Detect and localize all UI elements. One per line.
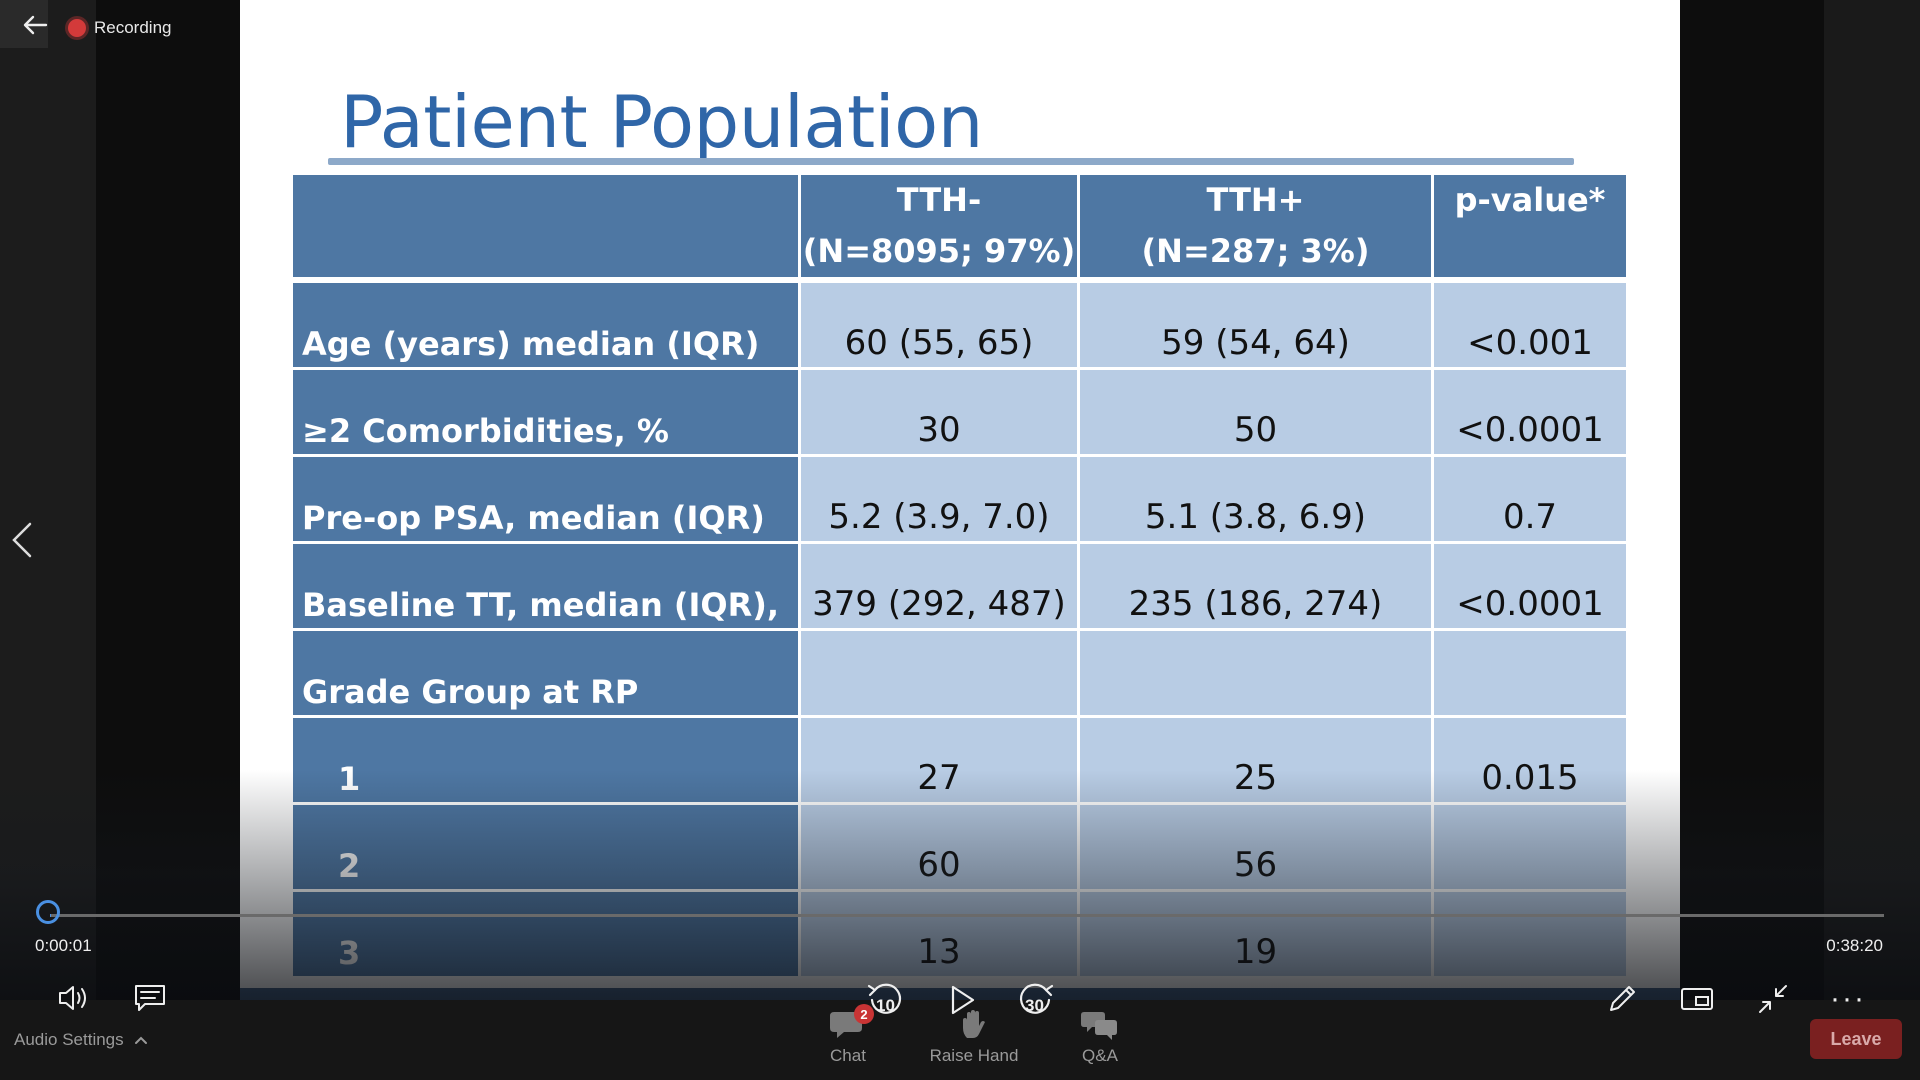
more-options-icon: ···	[1830, 982, 1866, 1015]
qa-label: Q&A	[1082, 1046, 1118, 1065]
row-label: 3	[293, 892, 801, 979]
chat-label: Chat	[830, 1046, 866, 1065]
header-cell-p-value: p-value*	[1434, 175, 1626, 283]
back-arrow-icon[interactable]	[18, 8, 52, 42]
cell-tth-plus: 50	[1080, 370, 1434, 457]
table-row: Baseline TT, median (IQR), 379 (292, 487…	[293, 544, 1626, 631]
slide-title: Patient Population	[340, 80, 983, 164]
qa-icon	[1081, 1012, 1117, 1040]
play-icon	[951, 985, 975, 1015]
cell-tth-plus: 235 (186, 274)	[1080, 544, 1434, 631]
cell-tth-minus: 30	[801, 370, 1080, 457]
cell-p-value: <0.0001	[1434, 544, 1626, 631]
total-time: 0:38:20	[1826, 936, 1883, 955]
chat-icon	[830, 1012, 862, 1038]
cell-tth-minus: 60	[801, 805, 1080, 892]
pencil-icon	[1610, 986, 1635, 1011]
row-label: 2	[293, 805, 801, 892]
raise-hand-icon	[963, 1010, 985, 1038]
volume-button[interactable]	[55, 978, 95, 1018]
cell-p-value: <0.001	[1434, 283, 1626, 370]
cell-tth-plus: 25	[1080, 718, 1434, 805]
current-time: 0:00:01	[35, 936, 92, 955]
cell-p-value: 0.7	[1434, 457, 1626, 544]
cell-tth-minus: 13	[801, 892, 1080, 979]
forward-button[interactable]: 30	[1013, 978, 1057, 1022]
header-line: TTH+	[1206, 181, 1305, 219]
table-row: 3 13 19	[293, 892, 1626, 979]
cell-tth-plus: 59 (54, 64)	[1080, 283, 1434, 370]
presentation-slide: Patient Population TTH- (N=8095; 97%) TT…	[240, 0, 1680, 1000]
patient-population-table: TTH- (N=8095; 97%) TTH+ (N=287; 3%) p-va…	[293, 175, 1626, 979]
header-cell-empty	[293, 175, 801, 283]
play-button[interactable]	[944, 980, 980, 1020]
cell-tth-minus: 27	[801, 718, 1080, 805]
cell-tth-plus	[1080, 631, 1434, 718]
chat-unread-badge: 2	[854, 1004, 874, 1024]
rewind-seconds: 10	[876, 996, 895, 1015]
speaker-icon	[59, 986, 86, 1010]
captions-icon	[135, 985, 165, 1011]
raise-hand-button[interactable]: Raise Hand	[924, 1008, 1024, 1066]
collapse-arrows-icon	[1759, 985, 1787, 1013]
header-cell-tth-plus: TTH+ (N=287; 3%)	[1080, 175, 1434, 283]
cell-tth-minus: 60 (55, 65)	[801, 283, 1080, 370]
right-strip	[1824, 0, 1920, 1080]
forward-seconds: 30	[1025, 996, 1044, 1015]
title-underline	[328, 158, 1574, 165]
rewind-icon	[867, 983, 902, 1014]
row-label: ≥2 Comorbidities, %	[293, 370, 801, 457]
recording-label: Recording	[94, 18, 172, 37]
progress-handle[interactable]	[36, 900, 60, 924]
table-header-row: TTH- (N=8095; 97%) TTH+ (N=287; 3%) p-va…	[293, 175, 1626, 283]
header-line: p-value*	[1454, 181, 1606, 219]
table-row: Grade Group at RP	[293, 631, 1626, 718]
row-label: Pre-op PSA, median (IQR)	[293, 457, 801, 544]
more-options-button[interactable]: ···	[1828, 982, 1868, 1015]
raise-hand-label: Raise Hand	[929, 1046, 1019, 1065]
table-row: Age (years) median (IQR) 60 (55, 65) 59 …	[293, 283, 1626, 370]
previous-chevron-icon[interactable]	[8, 520, 36, 560]
cell-tth-minus: 5.2 (3.9, 7.0)	[801, 457, 1080, 544]
exit-fullscreen-button[interactable]	[1754, 980, 1792, 1018]
annotate-button[interactable]	[1603, 980, 1641, 1018]
bottom-panel	[0, 1000, 1920, 1080]
row-label: Age (years) median (IQR)	[293, 283, 801, 370]
header-line: (N=8095; 97%)	[802, 232, 1076, 270]
cell-tth-plus: 5.1 (3.8, 6.9)	[1080, 457, 1434, 544]
qa-button[interactable]: Q&A	[1050, 1008, 1150, 1066]
picture-in-picture-button[interactable]	[1677, 980, 1717, 1018]
recording-dot-icon	[68, 19, 86, 37]
cell-p-value	[1434, 805, 1626, 892]
chat-button[interactable]: 2 Chat	[798, 1004, 898, 1066]
leave-button[interactable]: Leave	[1810, 1019, 1902, 1059]
table-row: 2 60 56	[293, 805, 1626, 892]
table-row: 1 27 25 0.015	[293, 718, 1626, 805]
chevron-up-icon	[134, 1036, 147, 1044]
cell-tth-plus: 56	[1080, 805, 1434, 892]
picture-in-picture-icon	[1681, 988, 1713, 1010]
row-label: Baseline TT, median (IQR),	[293, 544, 801, 631]
header-line: (N=287; 3%)	[1141, 232, 1370, 270]
cell-tth-plus: 19	[1080, 892, 1434, 979]
audio-settings-button[interactable]: Audio Settings	[14, 1030, 148, 1050]
header-line: TTH-	[896, 181, 982, 219]
row-label: 1	[293, 718, 801, 805]
cell-p-value	[1434, 631, 1626, 718]
header-cell-tth-minus: TTH- (N=8095; 97%)	[801, 175, 1080, 283]
recording-indicator: Recording	[68, 18, 172, 38]
table-row: Pre-op PSA, median (IQR) 5.2 (3.9, 7.0) …	[293, 457, 1626, 544]
cell-p-value: <0.0001	[1434, 370, 1626, 457]
row-label: Grade Group at RP	[293, 631, 801, 718]
table-row: ≥2 Comorbidities, % 30 50 <0.0001	[293, 370, 1626, 457]
captions-button[interactable]	[130, 978, 170, 1018]
cell-p-value	[1434, 892, 1626, 979]
forward-icon	[1019, 983, 1054, 1014]
progress-track[interactable]	[50, 914, 1884, 917]
cell-tth-minus	[801, 631, 1080, 718]
rewind-button[interactable]: 10	[864, 978, 908, 1022]
audio-settings-label: Audio Settings	[14, 1030, 124, 1049]
cell-p-value: 0.015	[1434, 718, 1626, 805]
cell-tth-minus: 379 (292, 487)	[801, 544, 1080, 631]
